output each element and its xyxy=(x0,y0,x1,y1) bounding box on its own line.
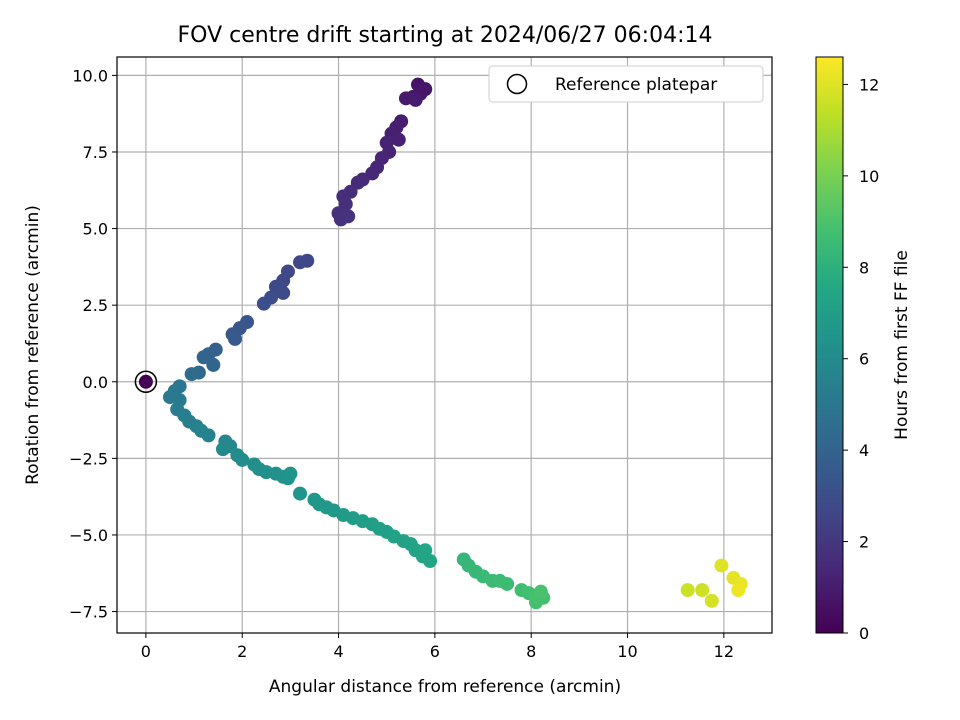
data-point xyxy=(235,452,250,467)
data-point xyxy=(704,593,719,608)
data-point xyxy=(731,583,746,598)
colorbar-tick-label: 8 xyxy=(859,258,869,277)
reference-ring xyxy=(134,370,158,394)
legend-box xyxy=(488,65,764,103)
data-point xyxy=(206,357,221,372)
y-tick-label: 7.5 xyxy=(83,143,108,162)
data-point xyxy=(391,132,406,147)
colorbar-gradient xyxy=(815,56,844,634)
x-axis-ticks: 0 2 4 6 8 10 12 xyxy=(141,633,734,661)
x-tick-label: 6 xyxy=(430,642,440,661)
grid-lines xyxy=(117,57,772,633)
colorbar-tick-label: 0 xyxy=(859,624,869,643)
colorbar-ticks: 0 2 4 6 8 10 12 xyxy=(843,75,879,643)
y-tick-label: −5.0 xyxy=(69,526,108,545)
colorbar: 0 2 4 6 8 10 12 Hours from first FF file xyxy=(815,56,912,643)
x-axis-label: Angular distance from reference (arcmin) xyxy=(269,677,621,697)
data-point xyxy=(500,576,515,591)
data-point xyxy=(215,442,230,457)
data-point xyxy=(680,583,695,598)
data-point xyxy=(293,486,308,501)
data-point xyxy=(423,554,438,568)
data-point xyxy=(529,595,544,610)
plot-frame xyxy=(116,56,773,634)
y-axis-label: Rotation from reference (arcmin) xyxy=(23,205,43,485)
y-tick-label: 5.0 xyxy=(83,220,108,239)
y-tick-label: −7.5 xyxy=(69,603,108,622)
data-points xyxy=(162,77,748,610)
colorbar-tick-label: 10 xyxy=(859,167,879,186)
y-tick-label: −2.5 xyxy=(69,449,108,468)
data-point xyxy=(184,367,199,382)
data-point xyxy=(533,584,548,599)
data-point xyxy=(418,543,433,558)
y-tick-label: 0.0 xyxy=(83,373,108,392)
data-point xyxy=(408,92,423,107)
y-tick-label: 10.0 xyxy=(72,66,108,85)
data-point xyxy=(283,466,298,481)
x-tick-label: 12 xyxy=(714,642,734,661)
data-point xyxy=(341,209,356,224)
x-tick-label: 4 xyxy=(333,642,343,661)
data-point xyxy=(293,255,308,270)
x-tick-label: 2 xyxy=(237,642,247,661)
data-point xyxy=(695,583,710,598)
reference-marker xyxy=(134,370,158,394)
legend: Reference platepar xyxy=(488,65,764,103)
colorbar-tick-label: 6 xyxy=(859,350,869,369)
colorbar-tick-label: 12 xyxy=(859,75,879,94)
data-point xyxy=(276,285,291,300)
data-point xyxy=(256,296,271,311)
colorbar-label: Hours from first FF file xyxy=(892,250,912,440)
legend-marker-icon xyxy=(506,73,528,95)
y-axis-ticks: −7.5 −5.0 −2.5 0.0 2.5 5.0 7.5 10.0 xyxy=(69,66,117,622)
x-tick-label: 0 xyxy=(141,642,151,661)
x-tick-label: 10 xyxy=(617,642,637,661)
x-tick-label: 8 xyxy=(526,642,536,661)
chart-title: FOV centre drift starting at 2024/06/27 … xyxy=(178,23,713,48)
colorbar-tick-label: 4 xyxy=(859,441,869,460)
reference-point xyxy=(138,374,153,389)
data-point xyxy=(227,331,242,346)
data-point xyxy=(714,558,729,573)
colorbar-tick-label: 2 xyxy=(859,533,869,552)
data-point xyxy=(196,350,211,365)
y-tick-label: 2.5 xyxy=(83,296,108,315)
legend-entry-label: Reference platepar xyxy=(555,75,717,95)
data-point xyxy=(201,428,216,443)
